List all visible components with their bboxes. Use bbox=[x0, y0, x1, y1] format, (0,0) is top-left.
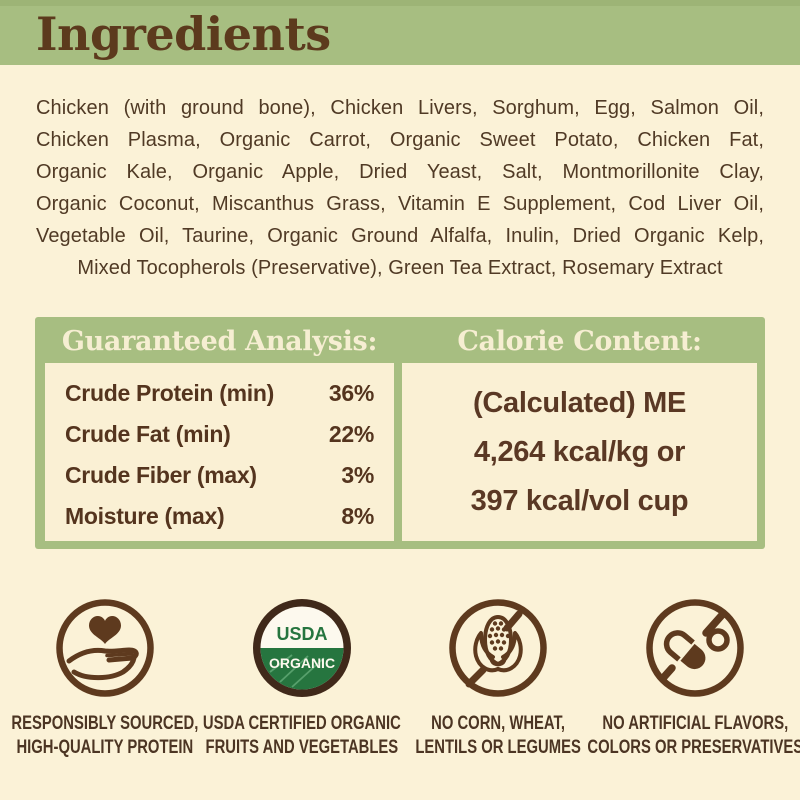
no-corn-icon bbox=[449, 599, 548, 697]
heart-in-hand-icon bbox=[56, 599, 154, 697]
guaranteed-analysis-header: Guaranteed Analysis: bbox=[61, 326, 378, 357]
ingredients-paragraph: Chicken (with ground bone), Chicken Live… bbox=[36, 92, 764, 284]
analysis-row: Moisture (max) 8% bbox=[65, 496, 374, 537]
ingredient-line: Chicken (with ground bone), Chicken Live… bbox=[36, 97, 764, 119]
analysis-row: Crude Fiber (max) 3% bbox=[65, 455, 374, 496]
usda-seal-bottom-text: ORGANIC bbox=[269, 655, 335, 671]
page-title: Ingredients bbox=[36, 6, 331, 61]
caption-line: HIGH-QUALITY PROTEIN bbox=[16, 737, 194, 758]
analysis-row: Crude Protein (min) 36% bbox=[65, 373, 374, 414]
no-artificial-icon bbox=[646, 599, 744, 697]
caption-line: USDA CERTIFIED ORGANIC bbox=[202, 713, 401, 734]
caption-line: NO ARTIFICIAL FLAVORS, bbox=[602, 713, 788, 734]
ingredient-line: Vegetable Oil, Taurine, Organic Ground A… bbox=[36, 225, 764, 247]
badge-caption: NO CORN, WHEAT, LENTILS OR LEGUMES bbox=[392, 712, 604, 760]
caption-line: FRUITS AND VEGETABLES bbox=[205, 737, 399, 758]
calorie-line: 397 kcal/vol cup bbox=[470, 484, 689, 517]
calorie-content-box: (Calculated) ME 4,264 kcal/kg or 397 kca… bbox=[402, 363, 757, 541]
ingredient-line: Chicken Plasma, Organic Carrot, Organic … bbox=[36, 129, 764, 151]
analysis-label: Moisture (max) bbox=[65, 503, 225, 529]
usda-seal-top-text: USDA bbox=[276, 624, 327, 644]
badge-responsibly-sourced: RESPONSIBLY SOURCED, HIGH-QUALITY PROTEI… bbox=[10, 598, 200, 760]
badge-caption: RESPONSIBLY SOURCED, HIGH-QUALITY PROTEI… bbox=[0, 712, 225, 760]
badge-usda-organic: USDA ORGANIC USDA CERTIFIED ORGANIC FRUI… bbox=[203, 598, 401, 760]
calorie-line: (Calculated) ME bbox=[472, 386, 687, 419]
ingredient-line: Organic Kale, Organic Apple, Dried Yeast… bbox=[36, 161, 764, 183]
badge-caption: NO ARTIFICIAL FLAVORS, COLORS OR PRESERV… bbox=[557, 712, 800, 760]
analysis-value: 36% bbox=[328, 380, 374, 406]
calorie-line: 4,264 kcal/kg or bbox=[473, 435, 686, 468]
ingredient-line: Mixed Tocopherols (Preservative), Green … bbox=[77, 257, 723, 279]
analysis-row: Crude Fat (min) 22% bbox=[65, 414, 374, 455]
title-banner: Ingredients bbox=[0, 0, 800, 65]
badge-caption: USDA CERTIFIED ORGANIC FRUITS AND VEGETA… bbox=[175, 712, 429, 760]
analysis-value: 8% bbox=[341, 503, 374, 529]
badge-no-artificial: NO ARTIFICIAL FLAVORS, COLORS OR PRESERV… bbox=[587, 598, 800, 760]
badge-no-corn: NO CORN, WHEAT, LENTILS OR LEGUMES bbox=[403, 598, 593, 760]
guaranteed-analysis-table: Crude Protein (min) 36% Crude Fat (min) … bbox=[45, 363, 394, 541]
calorie-content-header: Calorie Content: bbox=[457, 326, 702, 357]
ingredient-line: Organic Coconut, Miscanthus Grass, Vitam… bbox=[36, 193, 764, 215]
analysis-label: Crude Fat (min) bbox=[65, 421, 231, 447]
caption-line: LENTILS OR LEGUMES bbox=[415, 737, 582, 758]
usda-organic-seal-icon: USDA ORGANIC bbox=[252, 599, 351, 697]
analysis-label: Crude Protein (min) bbox=[65, 380, 274, 406]
badges-row: RESPONSIBLY SOURCED, HIGH-QUALITY PROTEI… bbox=[0, 598, 800, 760]
analysis-label: Crude Fiber (max) bbox=[65, 462, 257, 488]
caption-line: RESPONSIBLY SOURCED, bbox=[11, 713, 199, 734]
analysis-panel: Guaranteed Analysis: Calorie Content: Cr… bbox=[35, 317, 765, 549]
caption-line: COLORS OR PRESERVATIVES bbox=[587, 737, 800, 758]
analysis-value: 3% bbox=[341, 462, 374, 488]
caption-line: NO CORN, WHEAT, bbox=[431, 713, 566, 734]
analysis-value: 22% bbox=[328, 421, 374, 447]
